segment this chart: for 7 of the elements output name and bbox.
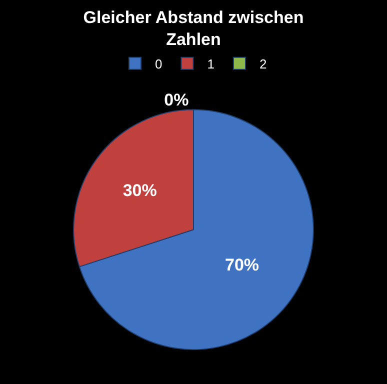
chart-title: Gleicher Abstand zwischen Zahlen (83, 8, 304, 50)
legend-label: 1 (207, 56, 214, 72)
legend-label: 2 (259, 56, 267, 72)
text: 0% (164, 90, 189, 110)
data-label: 70% (225, 255, 260, 274)
legend-label: 0 (155, 56, 162, 72)
data-label: 30% (122, 181, 157, 200)
